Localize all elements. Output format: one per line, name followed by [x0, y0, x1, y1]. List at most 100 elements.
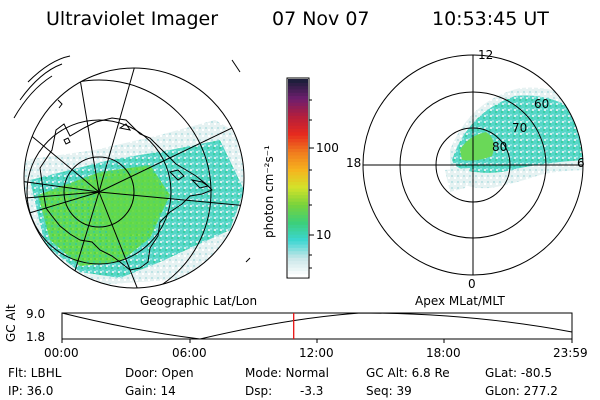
colorbar-cell	[288, 135, 308, 139]
colorbar-tick-100: 100	[316, 141, 339, 155]
door-info: Door: Open	[125, 366, 194, 380]
colorbar-cell	[288, 217, 308, 222]
colorbar-cell	[288, 253, 308, 258]
colorbar-cell	[288, 260, 308, 265]
colorbar-cell	[288, 138, 308, 143]
dsp-value: -3.3	[300, 384, 324, 398]
colorbar-cell	[288, 230, 308, 235]
colorbar-cell	[288, 131, 308, 136]
mlat-label-70: 70	[512, 121, 528, 135]
colorbar-cell	[288, 267, 308, 271]
timeline-y-label: GC Alt	[4, 304, 18, 342]
colorbar-cell	[288, 151, 308, 156]
glat-info: GLat: -80.5	[485, 366, 552, 380]
colorbar-cell	[288, 191, 308, 196]
timeline-xtick-3: 18:00	[426, 346, 461, 360]
colorbar-cell	[288, 171, 308, 176]
colorbar-cell	[288, 273, 308, 278]
colorbar-cell	[288, 227, 308, 232]
colorbar-unit-label: photon cm⁻²s⁻¹	[262, 145, 276, 238]
apex-aurora-image	[445, 87, 583, 192]
colorbar-cell	[288, 214, 308, 219]
dsp-label: Dsp:	[245, 384, 273, 398]
colorbar-cell	[288, 184, 308, 189]
colorbar-cell	[288, 168, 308, 172]
colorbar-cell	[288, 128, 308, 133]
color-bar	[286, 77, 314, 279]
colorbar-cell	[288, 145, 308, 149]
mode-info: Mode: Normal	[245, 366, 329, 380]
mlat-label-60: 60	[534, 97, 550, 111]
colorbar-cell	[288, 250, 308, 255]
colorbar-cell	[288, 178, 308, 182]
colorbar-cell	[288, 207, 308, 212]
geographic-panel	[13, 55, 251, 289]
date-label: 07 Nov 07	[272, 8, 370, 30]
colorbar-cell	[288, 263, 308, 268]
colorbar-cell	[288, 121, 308, 126]
colorbar-cell	[288, 125, 308, 130]
apex-panel-title: Apex MLat/MLT	[415, 294, 505, 308]
colorbar-cell	[288, 224, 308, 229]
colorbar-cell	[288, 187, 308, 192]
timeline-xtick-0: 00:00	[44, 346, 79, 360]
seq-info: Seq: 39	[366, 384, 412, 398]
colorbar-cell	[288, 220, 308, 225]
geo-panel-title: Geographic Lat/Lon	[140, 294, 258, 308]
mlt-label-0: 0	[468, 277, 476, 291]
time-label: 10:53:45 UT	[432, 8, 549, 30]
colorbar-cell	[288, 108, 308, 113]
colorbar-cell	[288, 85, 308, 90]
gc-alt-info: GC Alt: 6.8 Re	[366, 366, 450, 380]
colorbar-cell	[288, 141, 308, 146]
colorbar-cell	[288, 197, 308, 202]
gain-info: Gain: 14	[125, 384, 176, 398]
colorbar-cell	[288, 92, 308, 97]
colorbar-cell	[288, 237, 308, 242]
colorbar-tick-10: 10	[316, 228, 332, 242]
apex-panel	[362, 54, 584, 276]
instrument-title: Ultraviolet Imager	[46, 8, 219, 30]
colorbar-cell	[288, 240, 308, 245]
timeline-xtick-1: 06:00	[172, 346, 207, 360]
colorbar-cell	[288, 161, 308, 166]
colorbar-cell	[288, 181, 308, 186]
colorbar-cell	[288, 118, 308, 123]
mlt-label-6: 6	[577, 156, 585, 170]
colorbar-cell	[288, 244, 308, 248]
colorbar-cell	[288, 79, 308, 83]
colorbar-cell	[288, 148, 308, 153]
colorbar-cell	[288, 270, 308, 275]
colorbar-cell	[288, 201, 308, 205]
timeline-ytick-max: 9.0	[26, 307, 46, 321]
colorbar-cell	[288, 211, 308, 215]
ip-info: IP: 36.0	[8, 384, 54, 398]
glon-info: GLon: 277.2	[485, 384, 558, 398]
colorbar-cell	[288, 158, 308, 163]
mlt-label-18: 18	[346, 156, 362, 170]
colorbar-cell	[288, 95, 308, 100]
colorbar-cell	[288, 82, 308, 87]
colorbar-cell	[288, 247, 308, 252]
colorbar-cell	[288, 105, 308, 110]
colorbar-cell	[288, 154, 308, 159]
colorbar-cell	[288, 164, 308, 169]
timeline-xtick-4: 23:59	[553, 346, 588, 360]
mlat-label-80: 80	[492, 140, 508, 154]
geo-aurora-image	[24, 120, 244, 285]
coastline	[39, 117, 213, 271]
mlt-label-12: 12	[478, 48, 494, 62]
filter-info: Flt: LBHL	[8, 366, 62, 380]
colorbar-cell	[288, 257, 308, 262]
colorbar-cell	[288, 234, 308, 238]
colorbar-cell	[288, 115, 308, 120]
timeline-xtick-2: 12:00	[299, 346, 334, 360]
colorbar-cell	[288, 112, 308, 116]
colorbar-cell	[288, 88, 308, 93]
colorbar-cell	[288, 102, 308, 106]
colorbar-cell	[288, 174, 308, 179]
timeline-plot	[61, 312, 573, 343]
timeline-ytick-min: 1.8	[26, 330, 46, 344]
